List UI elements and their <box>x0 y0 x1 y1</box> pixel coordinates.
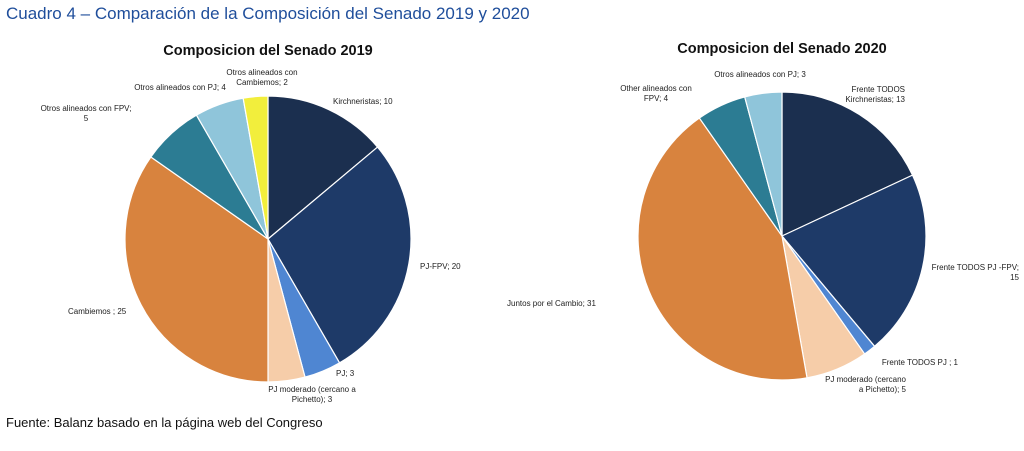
pie-slice <box>781 91 914 237</box>
slice-label: Otros alineados con FPV; 5 <box>41 104 132 123</box>
slice-label: Otros alineados con Cambiemos; 2 <box>226 68 297 87</box>
pie-slice <box>781 174 927 348</box>
slice-label: PJ; 3 <box>336 369 355 378</box>
pie-slice <box>637 117 808 381</box>
slice-label: Otros alineados con PJ; 3 <box>714 70 806 79</box>
source-note: Fuente: Balanz basado en la página web d… <box>6 415 323 430</box>
slice-label: PJ moderado (cercano a Pichetto); 5 <box>825 375 906 394</box>
slice-label: PJ-FPV; 20 <box>420 262 461 271</box>
pie-slice <box>124 156 269 383</box>
slice-label: Kirchneristas; 10 <box>333 97 393 106</box>
slice-label: PJ moderado (cercano a Pichetto); 3 <box>268 385 356 404</box>
slice-label: Frente TODOS PJ ; 1 <box>882 358 959 367</box>
slice-label: Cambiemos ; 25 <box>68 307 127 316</box>
slice-label: Otros alineados con PJ; 4 <box>134 83 226 92</box>
slice-label: Juntos por el Cambio; 31 <box>507 299 596 308</box>
chart-title: Composicion del Senado 2020 <box>677 41 887 57</box>
pie-slice <box>267 95 379 241</box>
page-heading: Cuadro 4 – Comparación de la Composición… <box>6 4 530 23</box>
pie-slice <box>267 146 412 364</box>
slice-label: Frente TODOS Kirchneristas; 13 <box>845 85 905 104</box>
chart-title: Composicion del Senado 2019 <box>163 43 373 59</box>
slice-label: Frente TODOS PJ -FPV; 15 <box>932 263 1020 282</box>
pie-slice <box>242 95 269 240</box>
pie-slice <box>743 91 783 237</box>
slice-label: Other alineados con FPV; 4 <box>620 84 692 103</box>
